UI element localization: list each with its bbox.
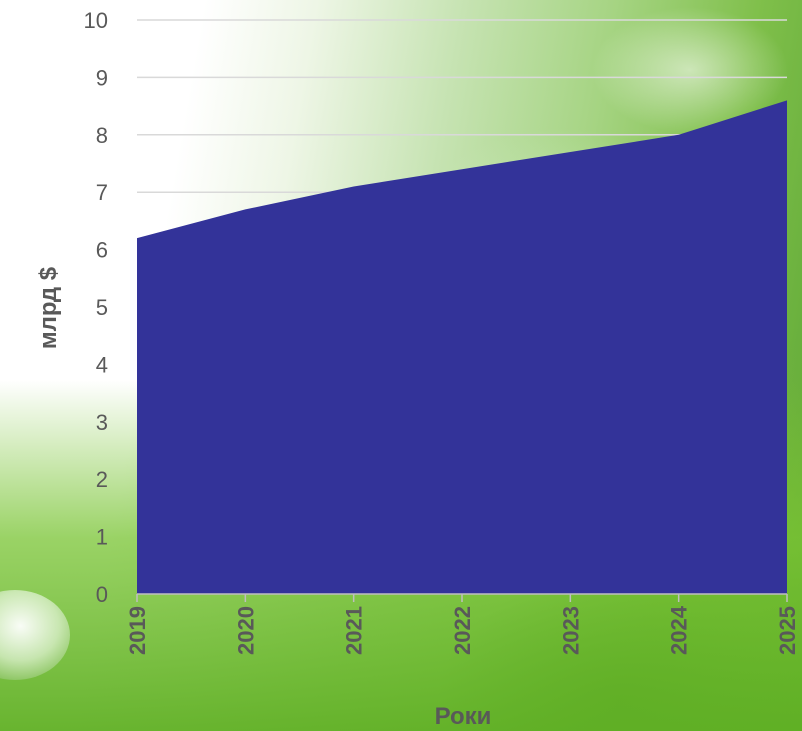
x-axis-title: Роки [435, 703, 492, 730]
y-tick-label: 7 [96, 180, 108, 205]
y-tick-label: 2 [96, 467, 108, 492]
x-tick-label: 2023 [558, 606, 583, 655]
y-tick-label: 1 [96, 525, 108, 550]
x-tick-label: 2021 [342, 606, 367, 655]
y-tick-label: 8 [96, 123, 108, 148]
area-layer [137, 100, 787, 595]
area-series-fill [137, 100, 787, 595]
x-tick-label: 2020 [233, 606, 258, 655]
y-axis-title: млрд $ [35, 266, 62, 349]
y-tick-label: 3 [96, 410, 108, 435]
x-tick-label: 2024 [667, 605, 692, 655]
y-tick-labels: 0 1 2 3 4 5 6 7 8 9 10 [84, 8, 108, 607]
x-tick-label: 2022 [450, 606, 475, 655]
y-tick-label: 5 [96, 295, 108, 320]
y-tick-label: 9 [96, 65, 108, 90]
y-tick-label: 10 [84, 8, 108, 33]
y-tick-label: 6 [96, 238, 108, 263]
axes [136, 593, 788, 602]
x-tick-labels: 2019 2020 2021 2022 2023 2024 2025 [125, 605, 800, 655]
x-tick-label: 2019 [125, 606, 150, 655]
y-tick-label: 0 [96, 582, 108, 607]
y-tick-label: 4 [96, 352, 108, 377]
x-tick-label: 2025 [775, 606, 800, 655]
